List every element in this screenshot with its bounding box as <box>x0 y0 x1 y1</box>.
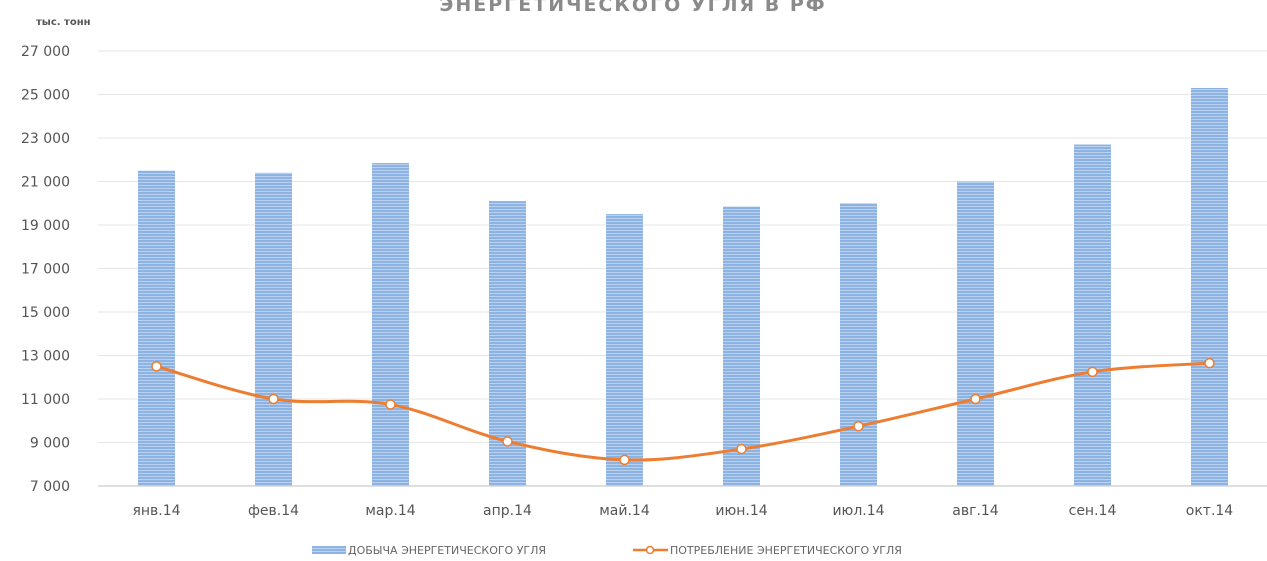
chart-title: ЭНЕРГЕТИЧЕСКОГО УГЛЯ В РФ <box>439 0 826 16</box>
legend-swatch-consumption-marker <box>645 545 655 555</box>
legend-label-production: ДОБЫЧА ЭНЕРГЕТИЧЕСКОГО УГЛЯ <box>348 544 546 557</box>
legend-label-consumption: ПОТРЕБЛЕНИЕ ЭНЕРГЕТИЧЕСКОГО УГЛЯ <box>670 544 902 557</box>
bar <box>957 181 994 486</box>
bar <box>138 170 175 486</box>
line-point <box>619 454 630 466</box>
y-axis-unit-label: тыс. тонн <box>36 17 91 28</box>
y-tick-label: 23 000 <box>21 131 70 147</box>
line-point <box>502 436 513 447</box>
y-tick-label: 27 000 <box>21 44 70 60</box>
line-point <box>736 443 747 455</box>
y-tick-label: 15 000 <box>21 305 70 321</box>
y-tick-label: 7 000 <box>30 479 70 495</box>
bar <box>372 163 409 486</box>
line-point <box>1204 357 1215 369</box>
legend: ДОБЫЧА ЭНЕРГЕТИЧЕСКОГО УГЛЯ ПОТРЕБЛЕНИЕ … <box>312 544 902 557</box>
x-tick-label: июл.14 <box>832 503 884 519</box>
bar <box>1074 144 1111 486</box>
bar <box>255 172 292 487</box>
line-point <box>970 393 981 405</box>
line-point <box>385 399 396 410</box>
bar-series <box>138 87 1228 487</box>
x-tick-label: апр.14 <box>483 503 532 519</box>
line-point <box>853 420 864 432</box>
x-axis-ticks: янв.14 фев.14 мар.14 апр.14 май.14 июн.14 июл.… <box>132 503 1233 519</box>
consumption-line <box>156 361 1210 462</box>
bar <box>840 203 877 486</box>
x-tick-label: май.14 <box>599 503 650 519</box>
line-series <box>151 357 1215 466</box>
y-tick-label: 9 000 <box>30 436 70 452</box>
line-point <box>268 393 279 405</box>
gridlines <box>98 50 1267 487</box>
y-tick-label: 13 000 <box>21 349 70 365</box>
x-tick-label: сен.14 <box>1069 503 1117 519</box>
y-tick-label: 17 000 <box>21 262 70 278</box>
line-point <box>151 361 162 372</box>
y-tick-label: 11 000 <box>21 392 70 408</box>
x-tick-label: мар.14 <box>365 503 415 519</box>
x-tick-label: янв.14 <box>132 503 180 519</box>
y-tick-label: 25 000 <box>21 88 70 104</box>
y-tick-label: 19 000 <box>21 218 70 234</box>
x-tick-label: июн.14 <box>715 503 767 519</box>
bar <box>723 206 760 486</box>
line-point <box>1087 366 1098 378</box>
bar <box>606 214 643 486</box>
x-tick-label: фев.14 <box>248 503 299 519</box>
bar <box>1191 87 1228 486</box>
y-tick-label: 21 000 <box>21 175 70 191</box>
legend-swatch-production <box>312 546 346 554</box>
y-axis-ticks: 7 000 9 000 11 000 13 000 15 000 17 000 19 000… <box>21 44 70 495</box>
x-tick-label: авг.14 <box>952 503 999 519</box>
x-tick-label: окт.14 <box>1186 503 1234 519</box>
